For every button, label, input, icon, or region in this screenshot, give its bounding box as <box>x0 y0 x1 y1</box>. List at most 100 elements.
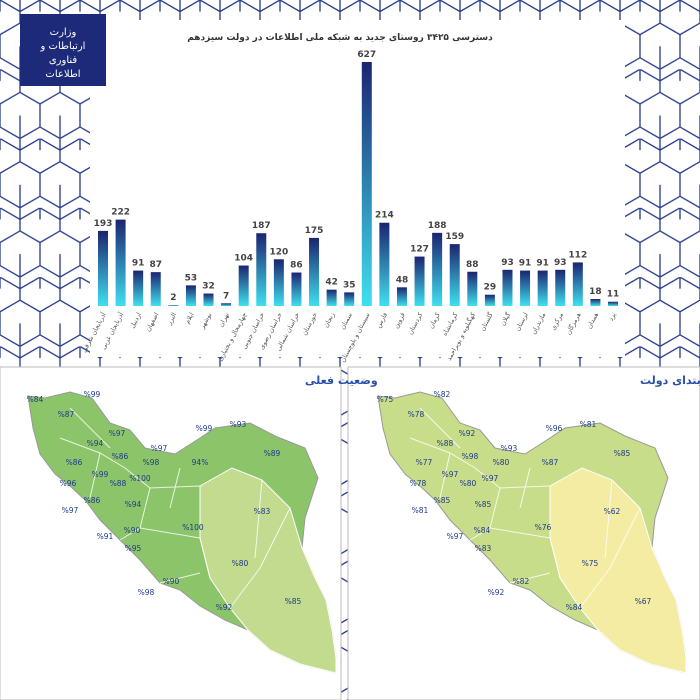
map-percent-label: %83 <box>475 544 492 553</box>
bar <box>414 256 425 306</box>
bar <box>185 285 196 306</box>
bar <box>537 270 548 306</box>
value-label: 187 <box>252 221 271 231</box>
map-percent-label: %84 <box>474 526 491 535</box>
map-percent-label: %90 <box>163 577 180 586</box>
map-percent-label: %75 <box>377 395 394 404</box>
bar <box>555 269 566 306</box>
map-percent-label: %100 <box>182 523 204 532</box>
value-label: 18 <box>589 287 602 297</box>
value-label: 35 <box>343 280 356 290</box>
map-percent-label: %99 <box>92 470 109 479</box>
category-label: مرکزی <box>549 311 565 331</box>
value-label: 32 <box>202 282 215 292</box>
value-label: 91 <box>519 259 532 269</box>
map-percent-label: %88 <box>110 479 127 488</box>
map-percent-label: %78 <box>408 410 425 419</box>
map-percent-label: %97 <box>109 429 126 438</box>
bar <box>361 62 372 306</box>
category-label: کرمان <box>427 310 442 329</box>
map-percent-label: %85 <box>475 500 492 509</box>
map-percent-label: %93 <box>230 420 247 429</box>
map-percent-label: %97 <box>151 444 168 453</box>
map-title: وضعیت فعلی <box>305 374 378 387</box>
value-label: 214 <box>375 211 394 221</box>
map: وضعیت فعلی %84 %99 %87 %97 %99 %93 %94 %97 %86 %98… <box>27 374 378 674</box>
bar <box>168 305 179 306</box>
map: ابتدای دولت %75 %82 %78 %92 %96 %81 %88 %93 %98 %8… <box>377 374 700 674</box>
map-percent-label: %81 <box>580 420 597 429</box>
logo: وزارت ارتباطات و فناوری اطلاعات <box>20 14 106 86</box>
map-percent-label: %83 <box>254 507 271 516</box>
map-percent-label: %82 <box>513 577 530 586</box>
value-label: 93 <box>554 258 567 268</box>
bar <box>326 289 337 306</box>
map-percent-label: %85 <box>285 597 302 606</box>
map-percent-label: %81 <box>412 506 429 515</box>
category-label: کرمانشاه <box>441 310 460 337</box>
category-label: تهران <box>217 311 231 328</box>
bar <box>467 271 478 306</box>
bar <box>115 219 126 306</box>
map-percent-label: %82 <box>434 390 451 399</box>
bar <box>256 233 267 306</box>
bar <box>572 262 583 306</box>
east-region <box>199 467 337 674</box>
map-percent-label: %97 <box>62 506 79 515</box>
map-percent-label: %75 <box>582 559 599 568</box>
value-label: 104 <box>234 254 253 264</box>
map-percent-label: %86 <box>112 452 129 461</box>
map-percent-label: %77 <box>416 458 433 467</box>
map-percent-label: %86 <box>84 496 101 505</box>
map-percent-label: %88 <box>437 439 454 448</box>
value-label: 42 <box>325 278 338 288</box>
value-label: 53 <box>185 273 198 283</box>
bar <box>273 259 284 306</box>
map-percent-label: %97 <box>442 470 459 479</box>
value-label: 88 <box>466 260 479 270</box>
value-label: 222 <box>111 208 130 218</box>
category-label: اردبیل <box>128 311 143 330</box>
map-percent-label: %92 <box>216 603 233 612</box>
bar <box>520 270 531 306</box>
bar <box>590 298 601 306</box>
value-label: 127 <box>410 245 429 255</box>
value-label: 11 <box>607 290 620 300</box>
map-percent-label: %99 <box>196 424 213 433</box>
category-label: کردستان <box>406 310 425 336</box>
bar <box>449 244 460 306</box>
bar <box>221 303 232 306</box>
chart-title: دسترسی ۳۴۲۵ روستای جدید به شبکه ملی اطلا… <box>187 33 493 43</box>
value-label: 627 <box>357 50 376 60</box>
value-label: 87 <box>149 260 162 270</box>
category-label: ایلام <box>183 311 196 325</box>
bar <box>344 292 355 306</box>
map-percent-label: %76 <box>535 523 552 532</box>
map-percent-label: %97 <box>482 474 499 483</box>
bar <box>203 293 214 306</box>
value-label: 93 <box>501 258 514 268</box>
value-label: 7 <box>223 291 229 301</box>
map-percent-label: %96 <box>546 424 563 433</box>
map-percent-label: 94% <box>192 458 209 467</box>
map-percent-label: %85 <box>614 449 631 458</box>
value-label: 91 <box>132 259 145 269</box>
category-label: البرز <box>165 311 178 327</box>
map-percent-label: %78 <box>410 479 427 488</box>
map-percent-label: %92 <box>488 588 505 597</box>
map-percent-label: %98 <box>138 588 155 597</box>
map-percent-label: %89 <box>264 449 281 458</box>
map-percent-label: %62 <box>604 507 621 516</box>
value-label: 2 <box>170 293 176 303</box>
category-label: قزوین <box>392 311 407 329</box>
value-label: 86 <box>290 261 303 271</box>
map-percent-label: %94 <box>125 500 142 509</box>
bar <box>98 230 108 306</box>
category-label: سمنان <box>338 311 353 331</box>
bar <box>379 222 390 306</box>
map-percent-label: %98 <box>462 452 479 461</box>
map-percent-label: %93 <box>501 444 518 453</box>
map-percent-label: %85 <box>434 496 451 505</box>
